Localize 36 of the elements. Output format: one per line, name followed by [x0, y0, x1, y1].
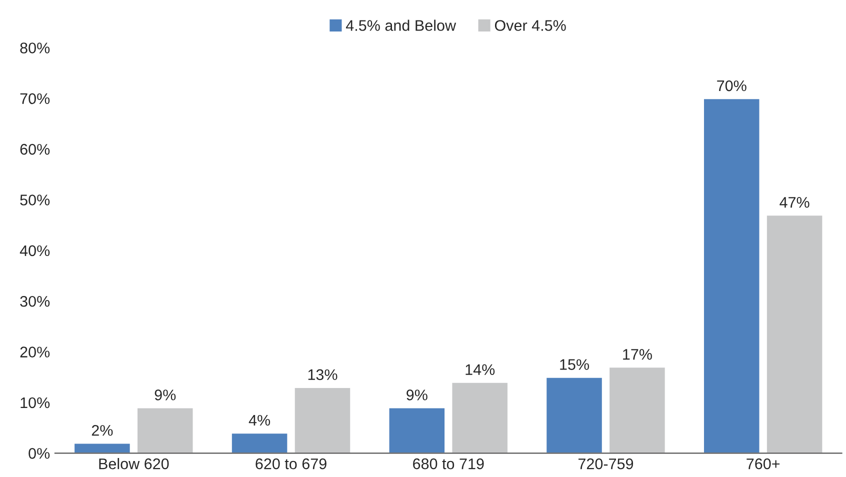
y-tick-label: 70% — [20, 93, 50, 104]
text: 9% — [406, 390, 428, 400]
text: 14% — [466, 364, 495, 375]
text: 13% — [308, 369, 338, 380]
text: 15% — [560, 359, 590, 370]
y-tick-label: 50% — [20, 194, 50, 206]
x-tick-label: 620 to 679 — [256, 458, 326, 470]
bar — [545, 376, 604, 454]
bar — [73, 442, 132, 454]
y-tick-label: 20% — [20, 346, 50, 358]
text: 9% — [154, 390, 176, 400]
y-tick-label: 40% — [20, 245, 50, 256]
y-tick-label: 30% — [20, 296, 50, 307]
text: 70% — [717, 80, 746, 92]
x-tick-label: Below 620 — [99, 458, 169, 470]
y-tick-label: 0% — [28, 448, 50, 459]
text: 2% — [92, 425, 113, 436]
y-tick-label: 60% — [20, 144, 50, 155]
bar — [766, 214, 824, 454]
bar — [293, 386, 352, 454]
bar — [136, 406, 194, 454]
text: 47% — [780, 197, 810, 208]
legend-label: Over 4.5% — [494, 20, 566, 31]
legend-label: 4.5% and Below — [346, 20, 456, 31]
bar — [450, 382, 509, 454]
x-tick-label: 760+ — [746, 458, 780, 470]
bar — [608, 366, 666, 454]
x-tick-label: 720-759 — [578, 458, 634, 470]
text: 4% — [248, 414, 270, 426]
x-tick-label: 680 to 719 — [413, 458, 484, 470]
y-tick-label: 10% — [20, 397, 50, 408]
bar — [388, 406, 446, 454]
text: 17% — [623, 349, 652, 360]
y-tick-label: 80% — [20, 42, 50, 54]
bar — [702, 98, 761, 454]
bar — [230, 432, 289, 454]
